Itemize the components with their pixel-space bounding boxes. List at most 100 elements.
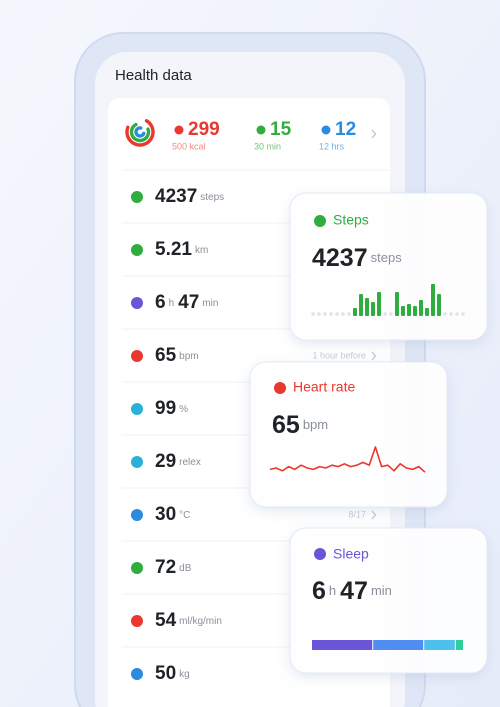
value: 65 — [272, 411, 300, 439]
step-bar — [365, 298, 369, 316]
unit: h — [169, 298, 175, 309]
value-text: 6 h 47 min — [312, 577, 392, 605]
sleep-stage — [455, 640, 463, 650]
value-text: 99% — [155, 398, 188, 419]
value: 30 — [155, 504, 176, 525]
unit: dB — [179, 563, 192, 574]
unit: steps — [200, 192, 224, 203]
card-icon — [314, 548, 326, 560]
value: 47 — [340, 577, 368, 605]
unit: h — [329, 583, 336, 598]
value: 50 — [155, 663, 176, 684]
step-bar — [401, 306, 405, 316]
step-bar — [341, 312, 345, 316]
unit: km — [195, 245, 208, 256]
value: 4237 — [155, 186, 197, 207]
sleep-stage — [424, 640, 455, 650]
summary-icon — [174, 125, 184, 135]
unit: % — [179, 404, 188, 415]
unit: relex — [179, 457, 201, 468]
row-icon — [131, 615, 143, 627]
floating-card — [249, 361, 448, 508]
summary-value: 15 — [270, 119, 292, 140]
value-text: 4237 steps — [155, 186, 224, 207]
chevron — [371, 129, 377, 139]
summary-sub: 30 min — [254, 141, 281, 151]
value-text: 29 relex — [155, 451, 201, 472]
value: 54 — [155, 610, 177, 631]
value: 47 — [178, 292, 199, 313]
step-bar — [317, 312, 321, 316]
value: 72 — [155, 557, 176, 578]
row-icon — [131, 403, 143, 415]
step-bar — [437, 294, 441, 316]
value-text: 4237 steps — [312, 244, 402, 272]
sleep-stage — [312, 640, 373, 650]
summary-sub: 500 kcal — [172, 141, 206, 151]
unit: °C — [179, 510, 190, 521]
summary-icon — [321, 125, 331, 135]
step-bar — [323, 312, 327, 316]
step-bar — [377, 292, 381, 316]
card-title: Sleep — [333, 546, 369, 562]
value-text: 50 kg — [155, 663, 190, 684]
summary-icon — [256, 125, 266, 135]
card-title: Heart rate — [293, 379, 355, 395]
row-icon — [131, 456, 143, 468]
summary-value: 299 — [188, 119, 220, 140]
row-icon — [131, 297, 143, 309]
activity-ring — [129, 121, 151, 143]
step-bar — [359, 294, 363, 316]
unit: ml/kg/min — [179, 616, 222, 627]
unit: steps — [371, 250, 403, 265]
step-bar — [389, 312, 393, 316]
sleep-stage — [373, 640, 424, 650]
step-bar — [383, 312, 387, 316]
step-bar — [371, 302, 375, 316]
card-icon — [274, 382, 286, 394]
row-icon — [131, 668, 143, 680]
step-bar — [419, 300, 423, 316]
row-icon — [131, 191, 143, 203]
floating-card — [289, 527, 488, 674]
unit: min — [202, 298, 218, 309]
value-text: 6 h 47 min — [155, 292, 218, 313]
unit: bpm — [179, 351, 198, 362]
value: 29 — [155, 451, 176, 472]
activity-ring — [125, 117, 155, 147]
row-note: 1 hour before — [312, 350, 366, 360]
step-bar — [407, 304, 411, 316]
step-bar — [347, 312, 351, 316]
unit: min — [371, 583, 392, 598]
activity-ring — [134, 126, 146, 138]
value-text: 65 bpm — [272, 411, 328, 439]
card-title: Steps — [333, 212, 369, 228]
step-bar — [311, 312, 315, 316]
heart-rate-line — [269, 446, 426, 473]
row-note: 8/17 — [348, 509, 366, 519]
value-text: 65 bpm — [155, 345, 199, 366]
step-bar — [425, 308, 429, 316]
summary-sub: 12 hrs — [319, 141, 345, 151]
step-bar — [461, 312, 465, 316]
step-bar — [329, 312, 333, 316]
step-bar — [395, 292, 399, 316]
value: 6 — [155, 292, 166, 313]
step-bar — [449, 312, 453, 316]
step-bar — [455, 312, 459, 316]
step-bar — [431, 284, 435, 316]
step-bar — [335, 312, 339, 316]
unit: bpm — [303, 417, 328, 432]
chevron — [371, 351, 377, 361]
value-text: 5.21 km — [155, 239, 208, 260]
value: 4237 — [312, 244, 368, 272]
row-icon — [131, 509, 143, 521]
summary-value: 12 — [335, 119, 356, 140]
value: 99 — [155, 398, 176, 419]
value-text: 72 dB — [155, 557, 192, 578]
chevron — [371, 510, 377, 520]
row-icon — [131, 562, 143, 574]
